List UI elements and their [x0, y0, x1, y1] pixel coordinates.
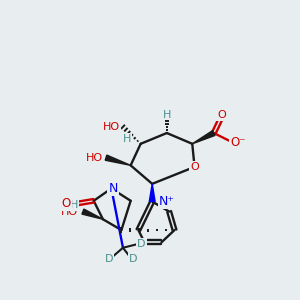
Text: D: D — [137, 239, 146, 249]
Text: D: D — [129, 254, 137, 264]
Text: D: D — [105, 254, 113, 264]
Text: O: O — [190, 162, 199, 172]
Polygon shape — [82, 209, 103, 219]
Text: O⁻: O⁻ — [230, 136, 245, 149]
Text: O: O — [61, 197, 70, 210]
Polygon shape — [149, 184, 155, 202]
Polygon shape — [105, 155, 131, 165]
Text: HO: HO — [86, 153, 103, 163]
Text: O: O — [217, 110, 226, 120]
Text: HO: HO — [103, 122, 120, 132]
Text: HO: HO — [61, 207, 78, 217]
Text: H: H — [123, 134, 131, 144]
Text: H: H — [70, 200, 78, 210]
Text: H: H — [163, 110, 171, 119]
Text: N⁺: N⁺ — [159, 195, 175, 208]
Text: N: N — [108, 182, 118, 195]
Polygon shape — [192, 130, 215, 144]
